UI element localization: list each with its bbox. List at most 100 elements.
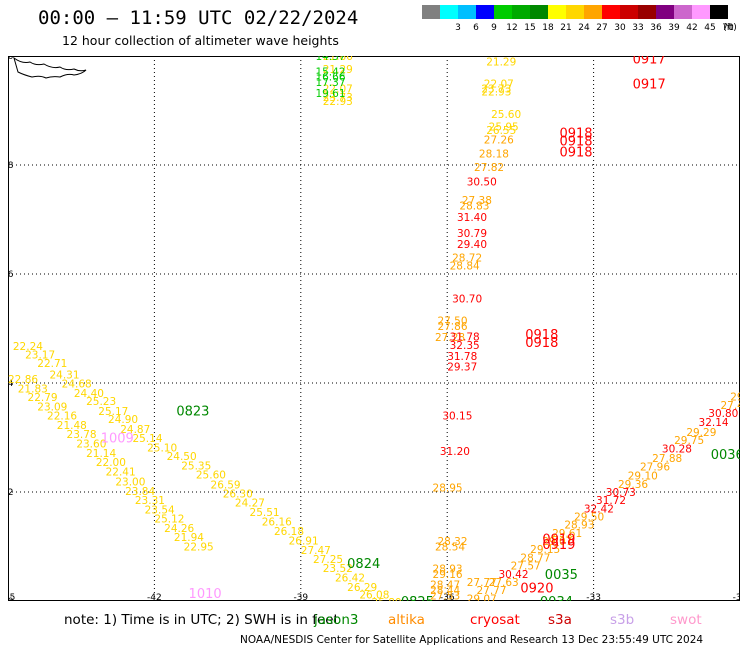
wave-height-label: 25.60 [491, 109, 521, 121]
wave-height-label: 25.23 [86, 396, 116, 408]
wave-height-label: 27.86 [437, 321, 467, 333]
wave-height-label: 28.54 [435, 542, 465, 554]
wave-height-label: 21.94 [174, 532, 204, 544]
page-subtitle: 12 hour collection of altimeter wave hei… [62, 33, 339, 48]
wave-height-label: 26.08 [359, 589, 389, 601]
footer-note: note: 1) Time is in UTC; 2) SWH is in fe… [64, 612, 339, 628]
wave-height-label: 26.55 [486, 125, 516, 137]
satellite-legend-item: altika [388, 612, 425, 628]
wave-height-label: 29.40 [457, 239, 487, 251]
wave-height-label: 27.53 [430, 591, 460, 601]
wave-height-label: 27.25 [313, 554, 343, 566]
page-title: 00:00 — 11:59 UTC 02/22/2024 [38, 7, 359, 29]
wave-height-label: 29.15 [530, 544, 560, 556]
wave-height-label: 30.79 [457, 228, 487, 240]
wave-height-label: 27.26 [484, 134, 514, 146]
pass-time-label: 0919 [542, 532, 575, 547]
wave-height-label: 30.80 [708, 408, 738, 420]
wave-height-label: 30.42 [498, 569, 528, 581]
wave-height-label: 29.07 [467, 593, 497, 601]
wave-height-label: 31.20 [440, 446, 470, 458]
wave-height-label: 24.90 [108, 414, 138, 426]
wave-height-label: 22.86 [8, 374, 38, 386]
color-scale-label: 6 [473, 23, 479, 33]
wave-height-label: 28.77 [520, 552, 550, 564]
color-scale-label: 3 [455, 23, 461, 33]
color-swatch [584, 5, 602, 19]
x-tick-label: -39 [293, 593, 308, 601]
wave-height-label: 30.15 [442, 411, 472, 423]
color-scale-label: 36 [650, 23, 662, 33]
wave-height-label: 27.47 [720, 400, 740, 412]
y-tick-label: 60 [8, 56, 14, 62]
x-tick-label: -30 [733, 593, 740, 601]
wave-height-label: 25.12 [154, 514, 184, 526]
color-swatch [710, 5, 728, 19]
wave-height-label: 29.75 [674, 435, 704, 447]
wave-height-label: 24.87 [120, 424, 150, 436]
pass-time-label: 0918 [525, 328, 558, 343]
wave-height-label: 23.54 [145, 504, 175, 516]
wave-height-label: 25.80 [372, 597, 402, 601]
wave-height-label: 21.83 [18, 383, 48, 395]
wave-height-label: 28.84 [450, 260, 480, 272]
wave-height-label: 23.73 [323, 92, 353, 104]
wave-height-label: 24.26 [164, 523, 194, 535]
wave-height-label: 25.10 [147, 442, 177, 454]
wave-height-label: 24.27 [235, 497, 265, 509]
wave-height-label: 22.93 [323, 96, 353, 108]
wave-height-label: 26.30 [223, 489, 253, 501]
wave-height-label: 22.95 [184, 542, 214, 554]
color-scale-label: 42 [686, 23, 698, 33]
wave-height-label: 28.47 [430, 580, 460, 592]
color-swatch [692, 5, 710, 19]
wave-height-label: 26.59 [211, 479, 241, 491]
wave-height-label: 29.50 [574, 512, 604, 524]
map-plot-area: -45 -42 -39 -36 -33 -30 60 58 56 54 52 50 22.2423.17… [1, 51, 740, 632]
satellite-legend-item: swot [670, 612, 702, 628]
wave-height-label: 30.70 [452, 294, 482, 306]
wave-height-label: 28.93 [433, 563, 463, 575]
color-swatch [530, 5, 548, 19]
y-tick-label: 58 [8, 161, 14, 171]
color-scale-label: 39 [668, 23, 680, 33]
wave-height-label: 22.71 [37, 358, 67, 370]
wave-height-label: 24.31 [49, 369, 79, 381]
wave-height-label: 23.00 [115, 477, 145, 489]
wave-height-label: 29.16 [433, 569, 463, 581]
wave-height-label: 27.57 [511, 561, 541, 573]
wave-height-label: 24.68 [62, 379, 92, 391]
color-scale-label: 27 [596, 23, 608, 33]
color-swatch [494, 5, 512, 19]
wave-height-label: 30.50 [467, 176, 497, 188]
wave-height-label: 31.40 [457, 212, 487, 224]
color-swatch [476, 5, 494, 19]
wave-height-label: 26.16 [262, 516, 292, 528]
coastline [13, 56, 87, 79]
wave-height-label: 25.60 [196, 470, 226, 482]
wave-height-label: 25.95 [489, 121, 519, 133]
wave-height-label: 27.47 [301, 545, 331, 557]
pass-time-label: 0825 [401, 595, 434, 601]
wave-height-label: 30.73 [606, 487, 636, 499]
wave-height-label: 22.79 [28, 392, 58, 404]
wave-height-label: 29.07 [542, 536, 572, 548]
wave-height-label: 24.50 [167, 451, 197, 463]
pass-time-label: 0917 [633, 77, 666, 92]
wave-height-label: 23.52 [323, 563, 353, 575]
wave-height-label: 28.72 [452, 253, 482, 265]
pass-time-label: 0823 [176, 404, 209, 419]
wave-height-label: 19.61 [315, 88, 345, 100]
wave-height-label: 27.38 [462, 195, 492, 207]
wave-height-label: 29.10 [628, 471, 658, 483]
color-scale-label: 24 [578, 23, 590, 33]
wave-height-label: 29.29 [686, 427, 716, 439]
satellite-legend-item: cryosat [470, 612, 520, 628]
color-scale-label: 33 [632, 23, 644, 33]
wave-height-label: 17.37 [315, 77, 345, 89]
wave-height-label: 32.42 [584, 503, 614, 515]
wave-height-label: 28.93 [564, 520, 594, 532]
wave-height-label: 26.91 [289, 536, 319, 548]
color-scale-label: 30 [614, 23, 626, 33]
pass-time-label: 0035 [545, 568, 578, 583]
